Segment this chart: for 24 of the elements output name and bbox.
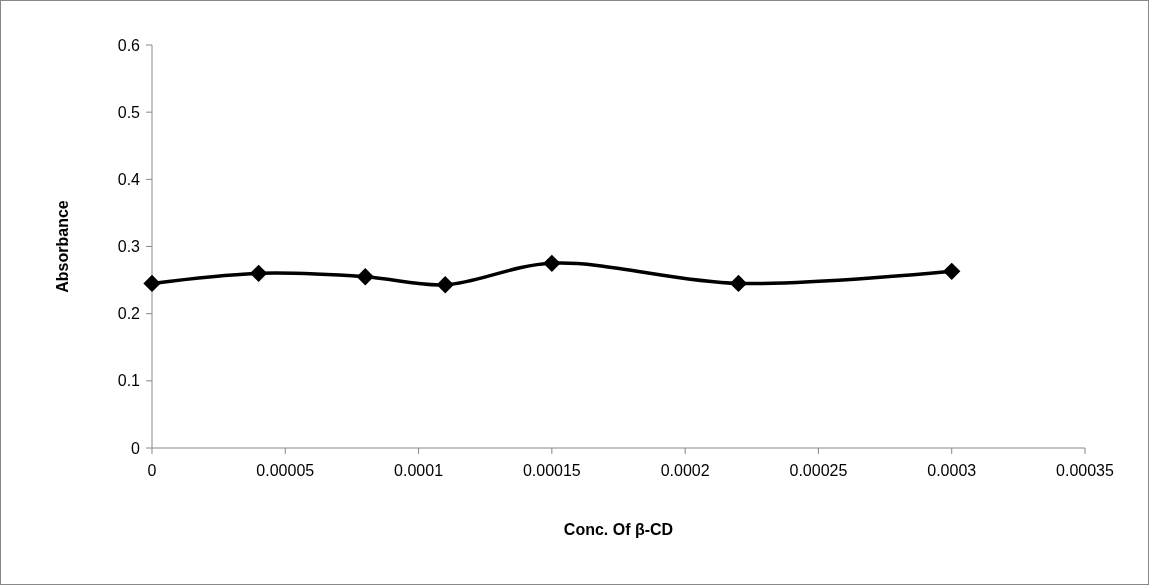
x-tick-label: 0.00005 [256,462,315,479]
point [943,262,961,281]
x-tick-label: 0.00035 [1056,462,1115,479]
point [729,274,748,293]
x-tick-label: 0.00015 [522,462,581,479]
y-tick-label: 0.3 [117,238,141,256]
y-tick-label: 0.6 [117,36,141,54]
y-tick-label: 0.4 [117,170,141,188]
point [436,276,454,294]
point [356,268,374,286]
x-tick-label: 0.00025 [789,462,848,479]
point [543,254,561,272]
x-tick-label: 0.0001 [394,462,444,479]
y-tick-label: 0.2 [117,305,141,323]
x-axis-title: Conc. Of β-CD [563,521,674,538]
y-tick-label: 0 [131,439,141,457]
x-tick-label: 0.0002 [660,462,710,479]
x-tick-label: 0 [147,462,157,479]
point [249,264,268,283]
y-tick-label: 0.1 [117,372,141,390]
y-tick-label: 0.5 [117,103,141,121]
point [143,274,161,293]
y-axis-title: Absorbance [54,200,71,293]
x-tick-label: 0.0003 [927,462,977,479]
